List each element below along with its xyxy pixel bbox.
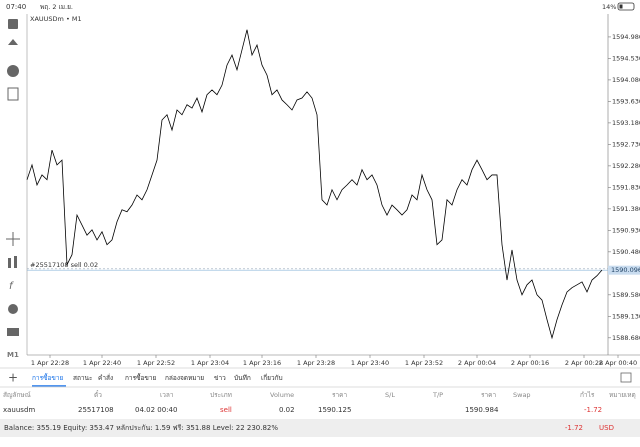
table-header: T/P	[432, 391, 443, 399]
table-header: Volume	[270, 391, 294, 399]
table-header: ราคา	[481, 391, 496, 399]
currency: USD	[599, 424, 614, 432]
icon-templates[interactable]	[7, 328, 19, 336]
y-tick-label: 1592.280	[612, 162, 640, 170]
table-header: สัญลักษณ์	[3, 391, 31, 399]
icon-new[interactable]	[7, 87, 19, 101]
order-line-label: #25517108 sell 0.02	[30, 261, 98, 269]
positions-table: สัญลักษณ์ ตั๋ว เวลา ประเภท Volume ราคา S/L T/P ร…	[3, 390, 636, 414]
x-tick-label: 2 Apr 00:28	[565, 359, 603, 367]
icon-chart-type-2	[14, 256, 17, 268]
y-tick-label: 1590.480	[612, 248, 640, 256]
table-header: เวลา	[160, 391, 174, 399]
status-time: 07:40	[6, 3, 26, 11]
x-tick-label: 2 Apr 00:40	[599, 359, 637, 367]
table-header: หมายเหตุ	[609, 391, 636, 399]
icon-objects[interactable]	[8, 304, 18, 314]
table-cell: 25517108	[78, 406, 114, 414]
table-cell: -1.72	[584, 406, 602, 414]
tab[interactable]: บันทึก	[234, 374, 251, 382]
y-tick-label: 1588.680	[612, 334, 640, 342]
table-cell: 0.02	[279, 406, 295, 414]
add-button[interactable]: +	[8, 371, 18, 385]
expand-button[interactable]	[620, 372, 632, 383]
icon-crosshair[interactable]	[8, 19, 18, 29]
x-tick-label: 1 Apr 23:28	[297, 359, 335, 367]
x-tick-label: 1 Apr 23:52	[405, 359, 443, 367]
table-header: ตั๋ว	[94, 390, 102, 399]
timeframe[interactable]: M1	[7, 351, 19, 359]
status-date: พฤ. 2 เม.ย.	[40, 3, 73, 11]
tab[interactable]: กล่องจดหมาย	[165, 374, 204, 382]
tab[interactable]: คำสั่ง	[98, 373, 113, 382]
x-tick-label: 2 Apr 00:04	[458, 359, 496, 367]
table-cell: 04.02 00:40	[135, 406, 177, 414]
icon-indicator[interactable]: f	[9, 281, 14, 292]
tab[interactable]: เกี่ยวกับ	[261, 373, 283, 382]
x-tick-label: 2 Apr 00:16	[511, 359, 549, 367]
y-tick-label: 1594.530	[612, 54, 640, 62]
y-tick-label: 1591.830	[612, 183, 640, 191]
table-cell: 1590.984	[465, 406, 499, 414]
tab[interactable]: การซื้อขาย	[125, 373, 156, 382]
summary: Balance: 355.19 Equity: 353.47 หลักประกั…	[4, 424, 278, 432]
tabs: การซื้อขาย สถานะ คำสั่ง การซื้อขาย กล่องจดหม…	[32, 373, 283, 387]
y-tick-label: 1594.980	[612, 33, 640, 41]
table-header: S/L	[385, 391, 395, 399]
tab[interactable]: การซื้อขาย	[32, 373, 63, 382]
table-header: ประเภท	[210, 391, 232, 399]
x-tick-label: 1 Apr 23:40	[351, 359, 389, 367]
table-header: ราคา	[332, 391, 347, 399]
y-tick-label: 1593.630	[612, 97, 640, 105]
x-tick-label: 1 Apr 23:04	[191, 359, 229, 367]
tab[interactable]: ข่าว	[214, 374, 226, 382]
bid-box	[608, 265, 640, 275]
chart-title: XAUUSDm • M1	[30, 15, 82, 23]
y-tick-label: 1592.730	[612, 140, 640, 148]
icon-chat[interactable]	[7, 65, 19, 77]
total-profit: -1.72	[565, 424, 583, 432]
y-tick-label: 1593.180	[612, 119, 640, 127]
y-tick-label: 1589.580	[612, 291, 640, 299]
y-tick-label: 1590.930	[612, 226, 640, 234]
table-cell: sell	[220, 406, 232, 414]
x-tick-label: 1 Apr 22:28	[31, 359, 69, 367]
icon-cursor[interactable]	[6, 232, 20, 246]
x-tick-label: 1 Apr 22:40	[83, 359, 121, 367]
plot: 1594.980 1594.530 1594.080 1593.630 1593.180…	[26, 29, 640, 367]
table-header: Swap	[513, 391, 531, 399]
x-tick-label: 1 Apr 22:52	[137, 359, 175, 367]
icon-trade[interactable]	[8, 39, 18, 45]
icon-chart-type[interactable]	[8, 258, 11, 268]
status-battery: 14%	[602, 3, 616, 11]
y-tick-label: 1589.130	[612, 312, 640, 320]
bid-label: 1590.096	[611, 266, 640, 274]
y-tick-label: 1591.380	[612, 205, 640, 213]
price-line	[26, 29, 603, 340]
battery-level	[619, 4, 623, 9]
table-header: กำไร	[580, 391, 595, 399]
table-cell: xauusdm	[3, 406, 35, 414]
tab[interactable]: สถานะ	[73, 374, 93, 382]
y-tick-label: 1594.080	[612, 76, 640, 84]
left-toolbar: f	[6, 19, 20, 336]
x-tick-label: 1 Apr 23:16	[243, 359, 281, 367]
summary-bar	[0, 419, 640, 437]
table-cell: 1590.125	[318, 406, 351, 414]
battery-icon	[617, 2, 635, 11]
